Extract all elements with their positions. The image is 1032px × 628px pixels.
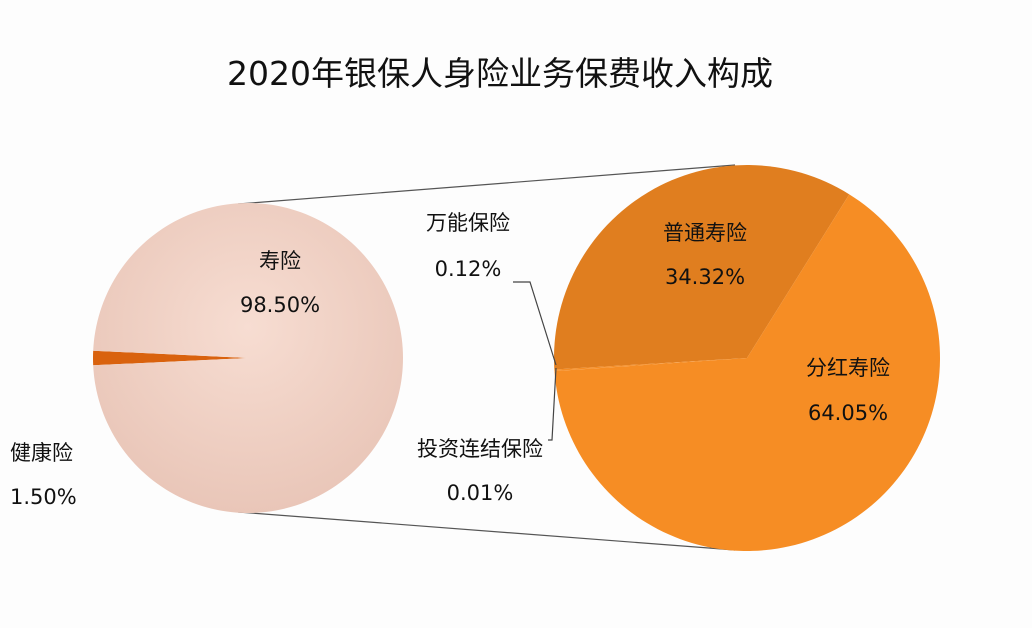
label-fenhong-value: 64.05% <box>808 401 888 425</box>
pie-slice-2 <box>554 358 747 372</box>
label-jiankang-value: 1.50% <box>10 485 77 509</box>
pie-slice-3 <box>554 358 747 372</box>
leader-line-touzi <box>548 367 557 441</box>
label-touzi-value: 0.01% <box>447 481 514 505</box>
label-putong-value: 34.32% <box>665 265 745 289</box>
label-shouxian-name: 寿险 <box>259 249 301 273</box>
connector-bottom <box>237 511 736 551</box>
label-wanneng-name: 万能保险 <box>426 211 510 235</box>
pie-slice-0 <box>93 350 248 366</box>
leader-line-wanneng <box>513 281 557 366</box>
label-wanneng-value: 0.12% <box>435 257 502 281</box>
label-putong-name: 普通寿险 <box>663 221 747 245</box>
connector-top <box>237 164 736 205</box>
pie-slice-1 <box>93 202 404 513</box>
label-touzi-name: 投资连结保险 <box>417 437 543 461</box>
label-shouxian-value: 98.50% <box>240 293 320 317</box>
chart-title: 2020年银保人身险业务保费收入构成 <box>227 54 773 93</box>
pie-slice-1 <box>554 194 940 552</box>
pie-slice-0 <box>554 165 850 370</box>
label-jiankang-name: 健康险 <box>10 441 73 465</box>
label-fenhong-name: 分红寿险 <box>806 356 890 380</box>
